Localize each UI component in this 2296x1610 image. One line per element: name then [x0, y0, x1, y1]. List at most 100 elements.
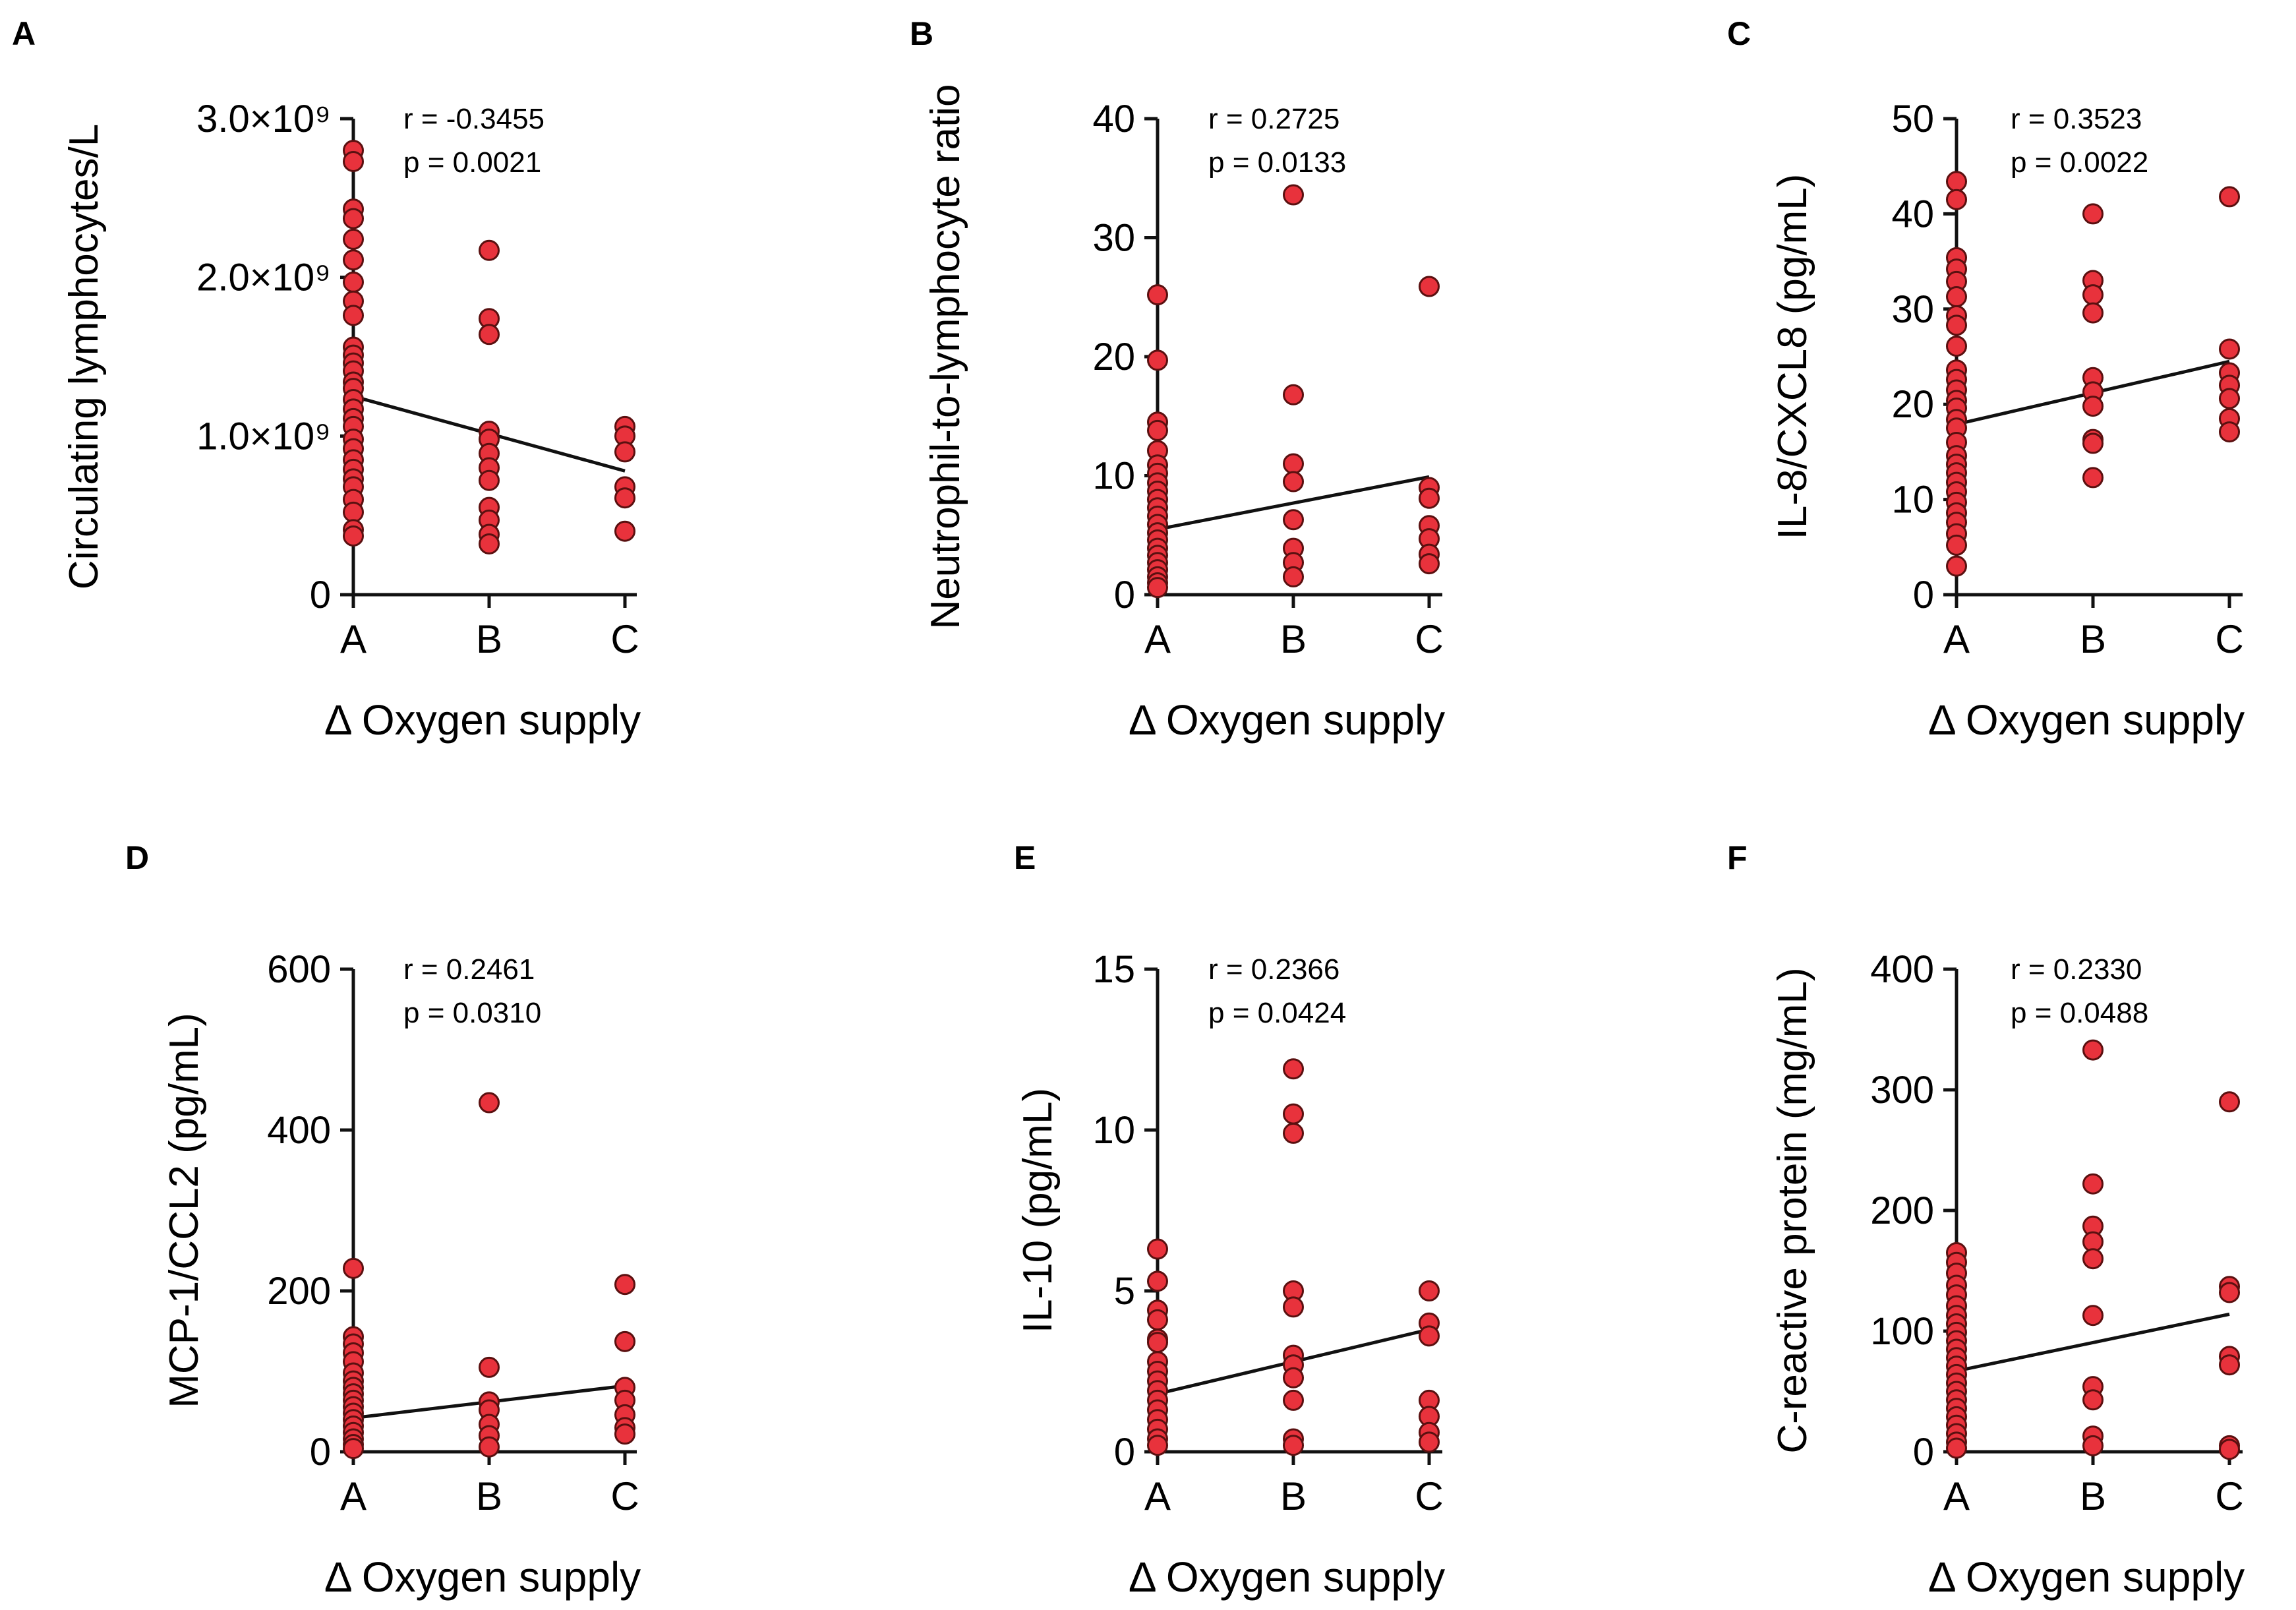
y-tick-label: 400 [267, 1109, 331, 1152]
data-point [1946, 314, 1967, 336]
data-point [1419, 553, 1440, 575]
data-point [479, 533, 500, 554]
data-point [1283, 384, 1304, 405]
data-point [2219, 421, 2240, 443]
data-point [2219, 338, 2240, 360]
data-point [1283, 1296, 1304, 1318]
data-point [343, 525, 364, 547]
panel-e: E 0 5 10 15 A B C Δ Oxygen supply IL-10 (pg/mL) r … [1014, 839, 1445, 1601]
x-axis-title: Δ Oxygen supply [324, 1553, 641, 1601]
data-point [343, 271, 364, 293]
data-point [2082, 1248, 2104, 1270]
trend-line [1956, 1312, 2230, 1373]
data-point [343, 150, 364, 172]
data-point [1147, 419, 1168, 441]
y-tick-label: 30 [1891, 288, 1934, 331]
panel-label: B [910, 15, 933, 52]
panel-label: F [1727, 839, 1748, 876]
panel-f: F 0 100 200 300 400 A B C Δ Oxygen supply C-reacti… [1727, 839, 2245, 1601]
x-tick-label: A [340, 1474, 367, 1518]
data-point [2082, 1389, 2104, 1411]
x-tick-label: C [2215, 1474, 2243, 1518]
y-axis-title: C-reactive protein (mg/mL) [1770, 967, 1815, 1453]
x-axis-title: Δ Oxygen supply [1129, 1553, 1445, 1601]
data-point [479, 324, 500, 345]
x-axis-title: Δ Oxygen supply [1928, 1553, 2245, 1601]
data-point [343, 1438, 364, 1460]
p-value: p = 0.0310 [403, 997, 541, 1029]
data-point [479, 239, 500, 261]
data-point [614, 441, 635, 463]
data-point [1946, 1437, 1967, 1459]
x-tick-label: C [610, 1474, 639, 1518]
data-point [1147, 1270, 1168, 1292]
data-point [1419, 487, 1440, 509]
panel-label: A [12, 15, 36, 52]
data-point [614, 1330, 635, 1352]
y-tick-label: 5 [1114, 1270, 1135, 1313]
data-point [1283, 1367, 1304, 1388]
data-point [343, 249, 364, 271]
data-point [2219, 1354, 2240, 1376]
x-tick-label: A [1144, 617, 1171, 661]
data-point [343, 501, 364, 523]
x-tick-label: A [1144, 1474, 1171, 1518]
data-point [2082, 302, 2104, 324]
data-point [2082, 396, 2104, 417]
x-tick-label: B [2080, 1474, 2106, 1518]
x-tick-label: A [340, 617, 367, 661]
y-tick-label: 300 [1870, 1069, 1934, 1112]
y-tick-label: 3.0×10⁹ [196, 98, 331, 140]
data-point [2082, 467, 2104, 489]
data-point [614, 520, 635, 542]
y-tick-label: 10 [1891, 479, 1934, 522]
data-point [2082, 203, 2104, 225]
data-point [1147, 1435, 1168, 1456]
data-point [1946, 286, 1967, 308]
data-point [479, 469, 500, 491]
x-tick-label: B [1280, 1474, 1307, 1518]
y-axis-title: MCP-1/CCL2 (pg/mL) [162, 1013, 207, 1408]
p-value: p = 0.0022 [2011, 146, 2148, 179]
data-point [1283, 509, 1304, 531]
data-point [1147, 1238, 1168, 1260]
y-axis-title: IL-8/CXCL8 (pg/mL) [1770, 174, 1815, 540]
data-point [1283, 1103, 1304, 1125]
data-point [1283, 1389, 1304, 1411]
data-point [1419, 1280, 1440, 1301]
data-point [1147, 1332, 1168, 1354]
r-value: r = 0.2366 [1208, 953, 1339, 986]
data-point [2082, 432, 2104, 454]
y-tick-label: 50 [1891, 98, 1934, 140]
data-point [479, 1356, 500, 1378]
x-tick-label: B [476, 617, 502, 661]
data-point [1283, 1058, 1304, 1080]
r-value: r = 0.3523 [2011, 103, 2142, 135]
data-point [1283, 1435, 1304, 1456]
data-point [614, 1423, 635, 1445]
data-point [1283, 453, 1304, 475]
x-axis-title: Δ Oxygen supply [324, 696, 641, 744]
data-point [1946, 336, 1967, 357]
data-point [1147, 284, 1168, 306]
data-point [1946, 189, 1967, 210]
y-tick-label: 0 [1114, 1431, 1135, 1474]
y-tick-label: 20 [1891, 383, 1934, 426]
data-point [2219, 1091, 2240, 1113]
panel-label: D [125, 839, 149, 876]
data-point [614, 487, 635, 509]
y-tick-label: 400 [1870, 948, 1934, 991]
r-value: r = 0.2330 [2011, 953, 2142, 986]
y-tick-label: 0 [310, 1431, 331, 1474]
data-point [343, 228, 364, 250]
y-tick-label: 1.0×10⁹ [196, 415, 331, 458]
data-point [2082, 1173, 2104, 1195]
y-tick-label: 10 [1092, 1109, 1135, 1152]
panel-c: C 0 10 20 30 40 50 A B C Δ Oxygen supply IL-8/CXCL8… [1727, 15, 2245, 744]
data-point [343, 1257, 364, 1279]
y-tick-label: 0 [1913, 1431, 1934, 1474]
data-point [1946, 171, 1967, 193]
y-tick-label: 40 [1891, 193, 1934, 235]
